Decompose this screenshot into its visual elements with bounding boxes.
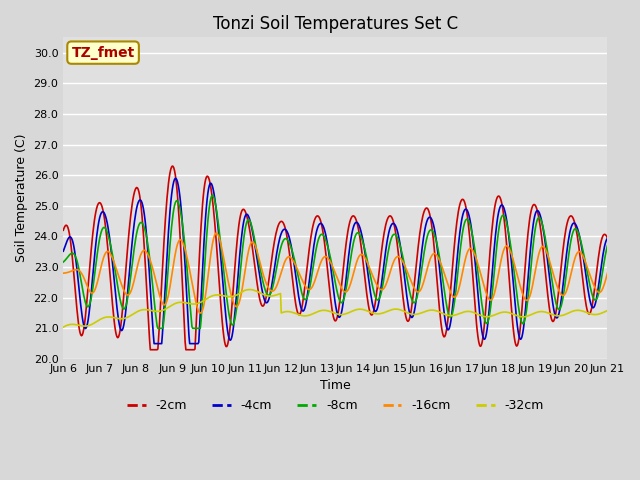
Title: Tonzi Soil Temperatures Set C: Tonzi Soil Temperatures Set C bbox=[213, 15, 458, 33]
Y-axis label: Soil Temperature (C): Soil Temperature (C) bbox=[15, 134, 28, 263]
Legend: -2cm, -4cm, -8cm, -16cm, -32cm: -2cm, -4cm, -8cm, -16cm, -32cm bbox=[122, 394, 549, 417]
Text: TZ_fmet: TZ_fmet bbox=[72, 46, 134, 60]
X-axis label: Time: Time bbox=[320, 379, 351, 392]
